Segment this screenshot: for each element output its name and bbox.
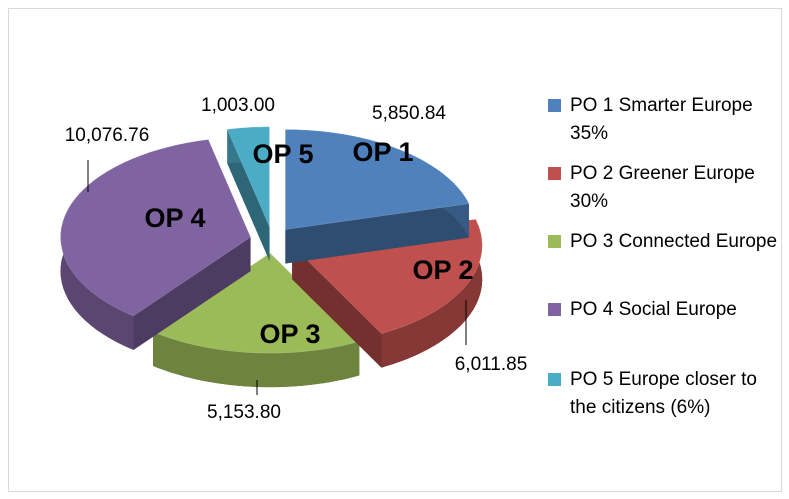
legend-swatch [548, 99, 561, 112]
slice [226, 126, 270, 261]
slice-top [152, 252, 360, 354]
legend-swatch [548, 235, 561, 248]
legend-swatch [548, 167, 561, 180]
slice [285, 129, 470, 264]
legend-text: PO 1 Smarter Europe 35% [570, 95, 753, 144]
slice-side [292, 245, 382, 368]
chart-frame [8, 8, 782, 492]
value-label: 6,011.85 [455, 354, 528, 375]
value-label: 10,076.76 [65, 125, 150, 146]
legend-swatch [548, 303, 561, 316]
slice-side [133, 237, 251, 350]
value-label: 5,153.80 [207, 402, 281, 423]
legend-item: PO 5 Europe closer to the citizens (6%) [548, 366, 783, 422]
legend-text: PO 2 Greener Europe 30% [570, 163, 755, 212]
slice-label: OP 4 [144, 203, 205, 233]
value-label: 1,003.00 [201, 95, 275, 116]
legend-item: PO 4 Social Europe [548, 296, 783, 324]
slice-top [60, 139, 251, 317]
slice-edge [153, 331, 360, 388]
slice-label: OP 5 [252, 139, 313, 169]
slice-label: OP 1 [352, 137, 413, 167]
value-label: 5,850.84 [372, 103, 446, 124]
slice-top [285, 129, 470, 230]
legend-item: PO 2 Greener Europe 30% [548, 160, 783, 216]
slice [152, 252, 360, 388]
slice [60, 139, 251, 350]
slice-side [285, 203, 469, 264]
slice-label: OP 2 [412, 255, 473, 285]
slice-label: OP 3 [259, 319, 320, 349]
legend-swatch [548, 373, 561, 386]
legend-text: PO 4 Social Europe [570, 299, 737, 320]
legend-item: PO 3 Connected Europe [548, 228, 783, 256]
legend-text: PO 5 Europe closer to the citizens (6%) [570, 369, 757, 418]
legend-text: PO 3 Connected Europe [570, 231, 778, 252]
slice-top [226, 126, 270, 227]
legend-item: PO 1 Smarter Europe 35% [548, 92, 783, 148]
slice-edge [381, 219, 483, 368]
